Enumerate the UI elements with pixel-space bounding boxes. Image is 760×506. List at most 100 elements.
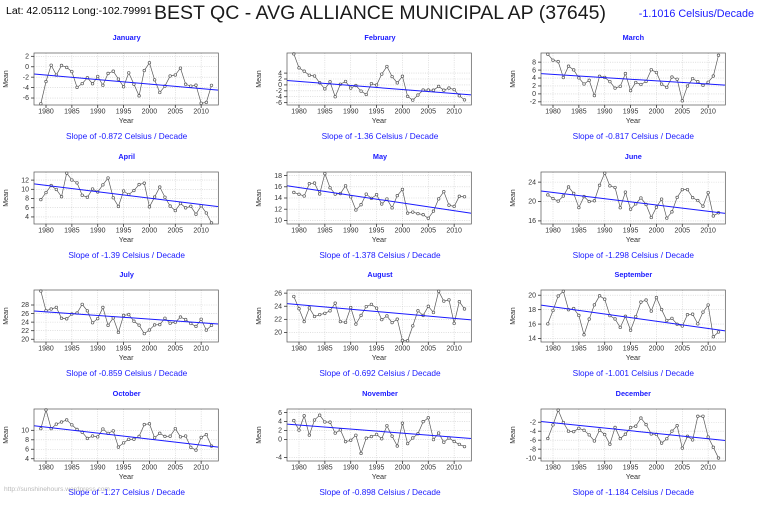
svg-text:2005: 2005 xyxy=(674,227,690,234)
svg-text:2005: 2005 xyxy=(421,465,437,472)
svg-text:Year: Year xyxy=(372,116,387,125)
svg-text:1980: 1980 xyxy=(545,227,561,234)
svg-text:10: 10 xyxy=(275,217,283,224)
svg-text:1980: 1980 xyxy=(545,108,561,115)
svg-text:0: 0 xyxy=(278,437,282,444)
svg-text:16: 16 xyxy=(275,184,283,191)
svg-text:4: 4 xyxy=(532,75,536,82)
svg-text:1980: 1980 xyxy=(292,465,308,472)
svg-text:1985: 1985 xyxy=(317,227,333,234)
svg-text:8: 8 xyxy=(25,437,29,444)
svg-text:1995: 1995 xyxy=(622,346,638,353)
svg-text:2010: 2010 xyxy=(700,227,716,234)
svg-text:10: 10 xyxy=(21,186,29,193)
svg-text:1990: 1990 xyxy=(90,346,106,353)
svg-text:Mean: Mean xyxy=(510,308,517,326)
svg-text:0: 0 xyxy=(532,91,536,98)
svg-text:2005: 2005 xyxy=(421,108,437,115)
svg-text:1995: 1995 xyxy=(369,346,385,353)
svg-text:1990: 1990 xyxy=(597,108,613,115)
svg-text:1980: 1980 xyxy=(292,346,308,353)
svg-text:2000: 2000 xyxy=(648,346,664,353)
svg-text:0: 0 xyxy=(25,64,29,71)
svg-text:Mean: Mean xyxy=(3,308,10,326)
svg-text:2005: 2005 xyxy=(168,465,184,472)
svg-text:Mean: Mean xyxy=(510,189,517,207)
svg-text:1985: 1985 xyxy=(64,108,80,115)
svg-text:1985: 1985 xyxy=(64,465,80,472)
svg-text:2000: 2000 xyxy=(395,227,411,234)
svg-text:18: 18 xyxy=(528,307,536,314)
svg-text:26: 26 xyxy=(21,311,29,318)
svg-text:Mean: Mean xyxy=(3,70,10,88)
svg-text:20: 20 xyxy=(528,293,536,300)
svg-text:14: 14 xyxy=(275,195,283,202)
svg-text:18: 18 xyxy=(275,172,283,179)
svg-text:1990: 1990 xyxy=(90,465,106,472)
svg-text:1990: 1990 xyxy=(597,465,613,472)
svg-text:-6: -6 xyxy=(276,100,282,107)
svg-text:2000: 2000 xyxy=(142,346,158,353)
svg-text:2005: 2005 xyxy=(674,108,690,115)
svg-text:6: 6 xyxy=(25,205,29,212)
svg-text:20: 20 xyxy=(528,198,536,205)
svg-text:2005: 2005 xyxy=(674,346,690,353)
svg-text:1985: 1985 xyxy=(571,346,587,353)
svg-text:1995: 1995 xyxy=(622,227,638,234)
svg-text:2000: 2000 xyxy=(648,108,664,115)
svg-text:Year: Year xyxy=(372,235,387,244)
svg-text:Mean: Mean xyxy=(3,426,10,444)
svg-text:1980: 1980 xyxy=(38,465,54,472)
svg-text:1995: 1995 xyxy=(369,465,385,472)
svg-text:2005: 2005 xyxy=(168,227,184,234)
svg-text:28: 28 xyxy=(21,303,29,310)
svg-text:4: 4 xyxy=(25,456,29,463)
svg-text:1995: 1995 xyxy=(116,108,132,115)
svg-text:2000: 2000 xyxy=(395,465,411,472)
svg-text:1985: 1985 xyxy=(571,108,587,115)
svg-text:1995: 1995 xyxy=(369,108,385,115)
svg-text:Mean: Mean xyxy=(256,308,263,326)
svg-text:2005: 2005 xyxy=(421,346,437,353)
svg-text:Mean: Mean xyxy=(256,70,263,88)
svg-text:1990: 1990 xyxy=(597,227,613,234)
svg-text:1995: 1995 xyxy=(116,465,132,472)
svg-text:-2: -2 xyxy=(23,74,29,81)
svg-text:-6: -6 xyxy=(529,437,535,444)
svg-text:1990: 1990 xyxy=(343,346,359,353)
svg-text:8: 8 xyxy=(25,195,29,202)
svg-text:24: 24 xyxy=(528,179,536,186)
svg-text:1980: 1980 xyxy=(38,108,54,115)
svg-text:1980: 1980 xyxy=(292,227,308,234)
svg-text:Year: Year xyxy=(119,472,134,481)
svg-text:4: 4 xyxy=(25,214,29,221)
svg-text:1990: 1990 xyxy=(90,108,106,115)
svg-text:Year: Year xyxy=(372,353,387,362)
svg-text:1980: 1980 xyxy=(545,346,561,353)
svg-text:2000: 2000 xyxy=(648,227,664,234)
svg-text:20: 20 xyxy=(21,337,29,344)
svg-text:6: 6 xyxy=(532,67,536,74)
svg-text:2010: 2010 xyxy=(447,346,463,353)
svg-text:1985: 1985 xyxy=(571,227,587,234)
svg-text:-8: -8 xyxy=(529,446,535,453)
svg-text:-6: -6 xyxy=(23,95,29,102)
svg-text:16: 16 xyxy=(528,322,536,329)
svg-text:1990: 1990 xyxy=(90,227,106,234)
svg-text:1990: 1990 xyxy=(343,227,359,234)
svg-text:1990: 1990 xyxy=(343,108,359,115)
svg-text:2: 2 xyxy=(532,83,536,90)
svg-text:2: 2 xyxy=(278,428,282,435)
svg-text:Year: Year xyxy=(119,235,134,244)
svg-text:2005: 2005 xyxy=(674,465,690,472)
svg-text:Year: Year xyxy=(119,353,134,362)
svg-text:Mean: Mean xyxy=(510,70,517,88)
svg-text:22: 22 xyxy=(21,328,29,335)
svg-text:-4: -4 xyxy=(23,85,29,92)
svg-text:10: 10 xyxy=(21,428,29,435)
svg-text:22: 22 xyxy=(275,317,283,324)
svg-text:1995: 1995 xyxy=(622,465,638,472)
svg-text:2: 2 xyxy=(25,54,29,61)
svg-text:1980: 1980 xyxy=(545,465,561,472)
svg-text:Year: Year xyxy=(625,116,640,125)
